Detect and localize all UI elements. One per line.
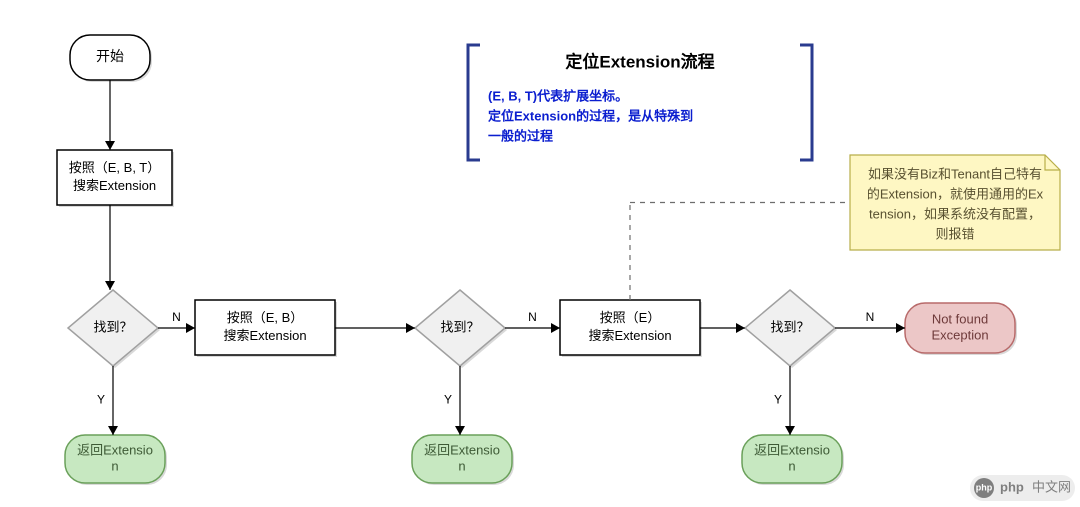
decision-label: 找到？ [770,319,809,334]
return-line1: 返回Extensio [754,442,830,457]
title-bracket-left [468,45,480,160]
process-line2: 搜索Extension [73,178,156,193]
arrowhead [186,323,195,333]
title-line1: (E, B, T)代表扩展坐标。 [488,88,628,103]
arrowhead [108,426,118,435]
arrowhead [785,426,795,435]
process-line2: 搜索Extension [223,328,306,343]
edge-label-n: N [172,310,181,324]
edge-label-n: N [528,310,537,324]
note-line1: 如果没有Biz和Tenant自己特有 [868,166,1042,181]
title-line2: 定位Extension的过程，是从特殊到 [487,108,693,123]
decision-label: 找到？ [440,319,479,334]
start-label: 开始 [96,48,124,64]
edge-label-y: Y [444,393,452,407]
note-line4: 则报错 [935,226,974,241]
arrowhead [551,323,560,333]
return-line2: n [111,458,118,473]
arrowhead [736,323,745,333]
edge-label-n: N [866,310,875,324]
arrowhead [455,426,465,435]
decision-label: 找到？ [93,319,132,334]
process-line1: 按照（E, B, T） [69,160,161,175]
title-text: 定位Extension流程 [565,51,714,71]
return-line1: 返回Extensio [424,442,500,457]
arrowhead [896,323,905,333]
edge-label-y: Y [97,393,105,407]
edge-label-y: Y [774,393,782,407]
arrowhead [406,323,415,333]
title-line3: 一般的过程 [488,128,553,143]
arrowhead [105,141,115,150]
return-line2: n [458,458,465,473]
watermark-php: php [976,482,993,492]
error-line2: Exception [931,327,988,342]
process-line1: 按照（E, B） [227,310,304,325]
arrowhead [105,281,115,290]
process-line2: 搜索Extension [588,328,671,343]
note-line3: tension，如果系统没有配置， [869,206,1041,221]
note-line2: 的Extension，就使用通用的Ex [867,186,1044,201]
watermark-cn: 中文网 [1032,479,1071,494]
return-line2: n [788,458,795,473]
process-line1: 按照（E） [600,310,661,325]
error-line1: Not found [932,311,988,326]
title-bracket-right [800,45,812,160]
watermark-php2: php [1000,479,1024,494]
return-line1: 返回Extensio [77,442,153,457]
